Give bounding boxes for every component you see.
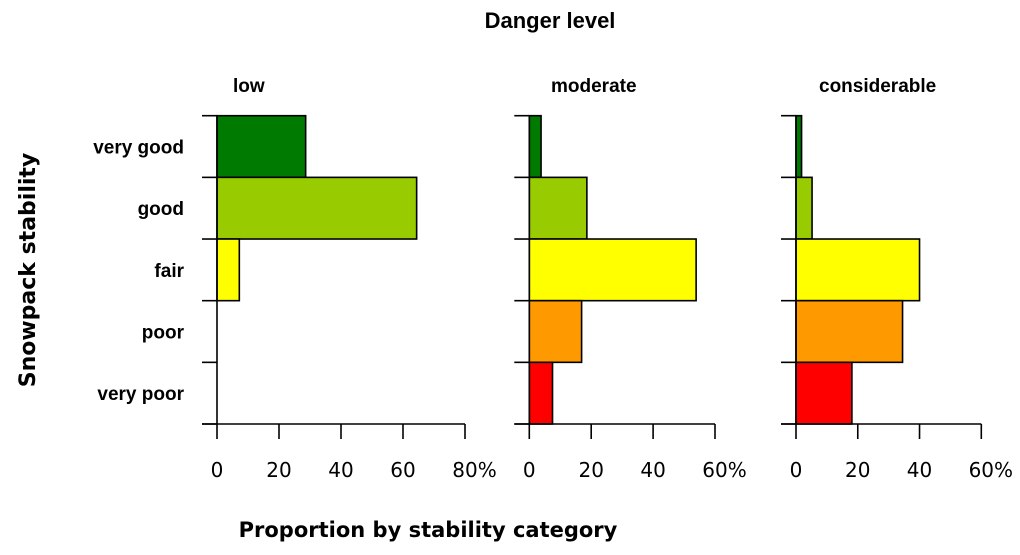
category-labels: very good good fair poor very poor bbox=[93, 138, 184, 406]
panel-title: low bbox=[233, 76, 265, 97]
bar-fair bbox=[795, 238, 921, 302]
x-tick-label: 40 bbox=[907, 458, 932, 482]
x-tick-label: 0 bbox=[790, 458, 803, 482]
category-label: good bbox=[138, 199, 184, 220]
x-tick-label: 80% bbox=[452, 458, 496, 482]
panel-title: moderate bbox=[551, 76, 637, 97]
x-tick-label: 20 bbox=[578, 458, 603, 482]
bar-very-poor bbox=[795, 361, 853, 425]
bar-poor bbox=[528, 299, 583, 364]
panel-moderate: moderate 0 20 40 60% bbox=[514, 76, 747, 482]
x-tick-label: 60 bbox=[390, 458, 415, 482]
x-tick-label: 20 bbox=[266, 458, 291, 482]
category-label: very poor bbox=[97, 384, 184, 405]
x-tick-label: 20 bbox=[845, 458, 870, 482]
panel-title: considerable bbox=[819, 76, 936, 97]
bar-good bbox=[795, 176, 813, 240]
category-label: very good bbox=[93, 138, 184, 159]
x-axis-label: Proportion by stability category bbox=[239, 518, 618, 542]
x-tick-label: 60% bbox=[702, 458, 746, 482]
x-tick-label: 40 bbox=[640, 458, 665, 482]
x-tick-label: 0 bbox=[523, 458, 536, 482]
x-tick-label: 60% bbox=[969, 458, 1013, 482]
bar-very-poor bbox=[528, 361, 554, 425]
x-tick-label: 0 bbox=[211, 458, 224, 482]
panel-considerable: considerable 0 20 40 60% bbox=[781, 76, 1013, 482]
bar-good bbox=[528, 176, 588, 240]
bar-very-good bbox=[216, 114, 307, 179]
bar-fair bbox=[216, 238, 241, 302]
bar-very-good bbox=[795, 114, 803, 179]
y-axis-label: Snowpack stability bbox=[16, 153, 41, 388]
bar-fair bbox=[528, 238, 697, 302]
bar-good bbox=[216, 176, 418, 240]
category-label: fair bbox=[154, 261, 184, 282]
bar-poor bbox=[795, 299, 904, 364]
bar-very-good bbox=[528, 114, 542, 179]
category-label: poor bbox=[142, 323, 185, 344]
x-tick-label: 40 bbox=[328, 458, 353, 482]
panel-low: low 0 20 40 60 80% bbox=[202, 76, 497, 482]
chart-title: Danger level bbox=[485, 8, 616, 33]
